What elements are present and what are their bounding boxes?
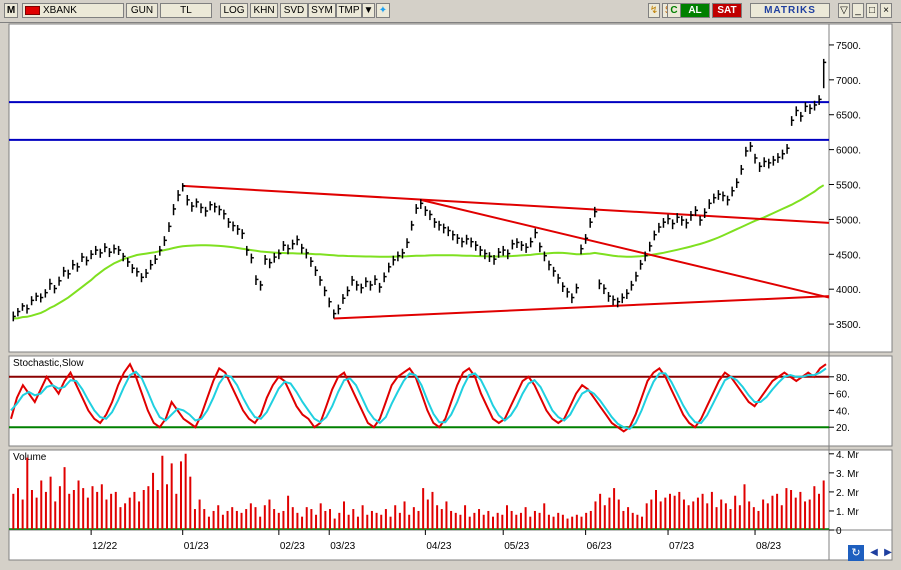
sym-button[interactable]: SYM bbox=[308, 3, 336, 18]
price-tick-label: 5500. bbox=[836, 181, 861, 192]
symbol-label: XBANK bbox=[43, 5, 77, 16]
trendline bbox=[333, 295, 830, 320]
stochastic-tick-label: 60. bbox=[836, 390, 850, 401]
date-tick-label: 07/23 bbox=[669, 541, 694, 552]
date-tick-label: 03/23 bbox=[330, 541, 355, 552]
khn-button[interactable]: KHN bbox=[250, 3, 278, 18]
symbol-field[interactable]: XBANK bbox=[22, 3, 124, 18]
date-tick-label: 02/23 bbox=[280, 541, 305, 552]
date-tick-label: 06/23 bbox=[587, 541, 612, 552]
stochastic-tick-label: 80. bbox=[836, 373, 850, 384]
stochastic-title: Stochastic,Slow bbox=[13, 358, 84, 369]
buy-button[interactable]: AL bbox=[680, 3, 710, 18]
chart-area: 3500. 4000. 4500. 5000. 5500. 6000. 6500. 7000.… bbox=[8, 23, 893, 561]
restore-icon[interactable]: ▽ bbox=[838, 3, 850, 18]
svd-button[interactable]: SVD bbox=[280, 3, 308, 18]
log-button[interactable]: LOG bbox=[220, 3, 248, 18]
stochastic-d-line bbox=[10, 367, 827, 431]
price-tick-label: 6500. bbox=[836, 111, 861, 122]
stochastic-tick-label: 20. bbox=[836, 423, 850, 434]
price-tick-label: 5000. bbox=[836, 215, 861, 226]
volume-tick-label: 4. Mr bbox=[836, 450, 859, 461]
price-tick-label: 3500. bbox=[836, 320, 861, 331]
toolbar: M XBANK GUN TL LOG KHN SVD SYM TMP ▼ ✦ ↯… bbox=[0, 0, 901, 23]
stochastic-k-line bbox=[10, 362, 827, 433]
date-tick-label: 05/23 bbox=[504, 541, 529, 552]
price-tick-label: 6000. bbox=[836, 146, 861, 157]
minimize-icon[interactable]: _ bbox=[852, 3, 864, 18]
date-axis-panel bbox=[8, 529, 893, 561]
trendline bbox=[420, 198, 830, 299]
matriks-logo: MATRIKS bbox=[750, 3, 830, 18]
volume-tick-label: 3. Mr bbox=[836, 469, 859, 480]
volume-tick-label: 1. Mr bbox=[836, 507, 859, 518]
volume-title: Volume bbox=[13, 452, 47, 463]
price-tick-label: 7500. bbox=[836, 41, 861, 52]
date-tick-label: 04/23 bbox=[426, 541, 451, 552]
volume-tick-label: 2. Mr bbox=[836, 488, 859, 499]
bottom-controls: ↻ ◀ ▶ bbox=[848, 543, 898, 563]
trendline bbox=[182, 184, 830, 224]
scroll-left-icon[interactable]: ◀ bbox=[870, 547, 878, 558]
maximize-icon[interactable]: □ bbox=[866, 3, 878, 18]
stochastic-tick-label: 40. bbox=[836, 406, 850, 417]
tmp-button[interactable]: TMP bbox=[336, 3, 362, 18]
refresh-icon[interactable]: ↻ bbox=[848, 545, 864, 561]
flag-icon bbox=[25, 6, 40, 15]
date-tick-label: 12/22 bbox=[92, 541, 117, 552]
close-icon[interactable]: × bbox=[880, 3, 892, 18]
currency-button[interactable]: TL bbox=[160, 3, 212, 18]
scroll-right-icon[interactable]: ▶ bbox=[884, 547, 892, 558]
date-tick-label: 01/23 bbox=[184, 541, 209, 552]
price-tick-label: 4000. bbox=[836, 285, 861, 296]
menu-m-button[interactable]: M bbox=[4, 3, 18, 18]
date-tick-label: 08/23 bbox=[756, 541, 781, 552]
lightning-icon[interactable]: ↯ bbox=[648, 3, 660, 18]
dropdown-arrow-icon[interactable]: ▼ bbox=[362, 3, 375, 18]
period-button[interactable]: GUN bbox=[126, 3, 158, 18]
moving-average-line bbox=[13, 184, 825, 320]
price-tick-label: 4500. bbox=[836, 250, 861, 261]
price-panel bbox=[8, 23, 893, 353]
volume-tick-label: 0 bbox=[836, 526, 842, 537]
sell-button[interactable]: SAT bbox=[712, 3, 742, 18]
c-icon[interactable]: C bbox=[667, 3, 681, 18]
twitter-icon[interactable]: ✦ bbox=[376, 3, 390, 18]
price-tick-label: 7000. bbox=[836, 76, 861, 87]
